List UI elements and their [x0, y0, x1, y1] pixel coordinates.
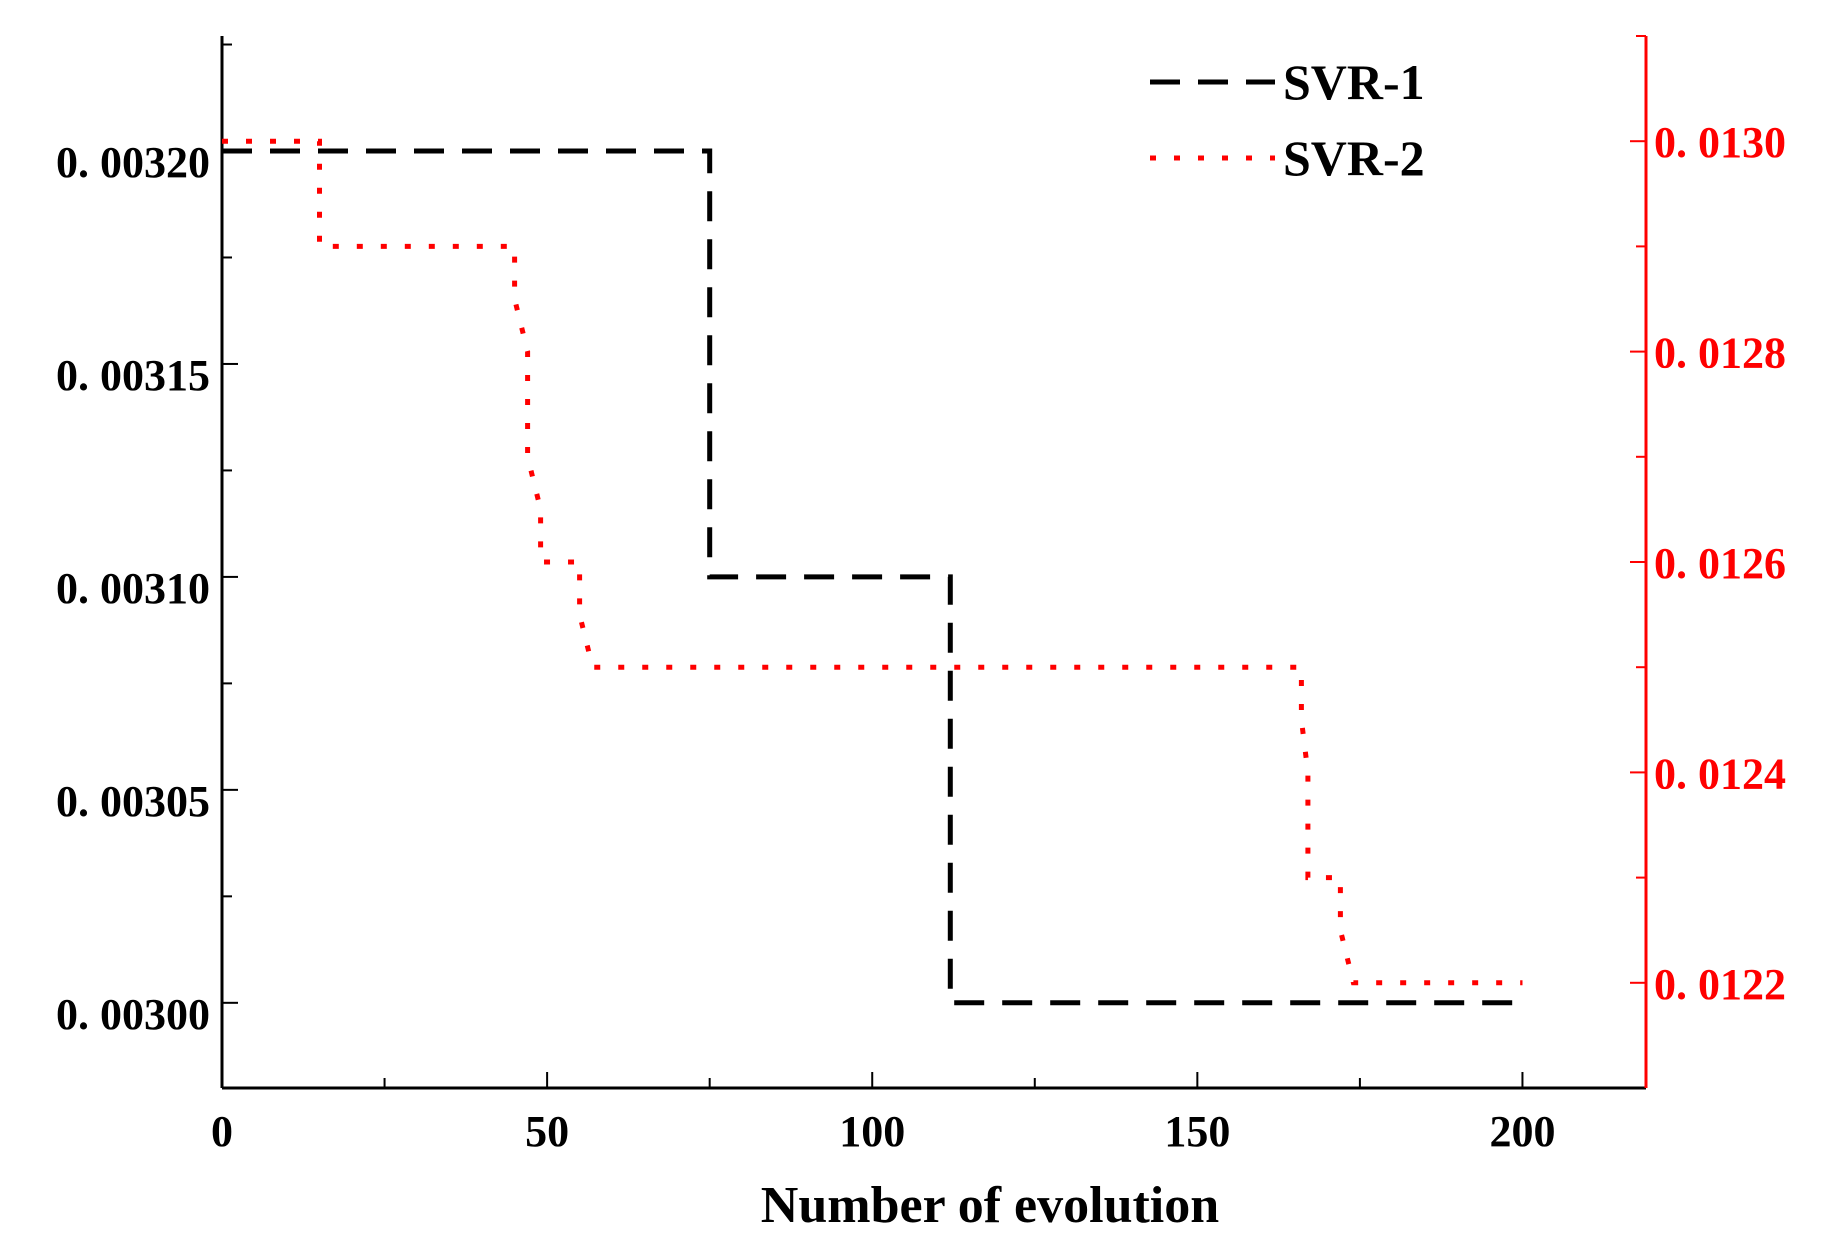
y-right-tick-label: 0. 0126 — [1654, 539, 1786, 588]
legend-label-svr-1: SVR-1 — [1283, 54, 1425, 110]
x-tick-label: 150 — [1164, 1107, 1230, 1156]
series-layer — [222, 138, 1523, 1006]
y-left-tick-label: 0. 00315 — [56, 351, 210, 400]
x-axis-title: Number of evolution — [761, 1177, 1219, 1234]
series-line-svr-2 — [222, 138, 1523, 986]
y-left-tick-label: 0. 00300 — [56, 990, 210, 1039]
legend-label-svr-2: SVR-2 — [1283, 130, 1425, 186]
series-line-svr-1 — [222, 148, 1523, 1006]
x-tick-label: 0 — [211, 1107, 233, 1156]
x-tick-label: 100 — [839, 1107, 905, 1156]
y-right-tick-label: 0. 0124 — [1654, 749, 1786, 798]
x-tick-label: 200 — [1489, 1107, 1555, 1156]
y-left-ticks: 0. 00300 0. 00305 0. 00310 0. 00315 0. 00320 — [56, 43, 238, 1039]
x-ticks: 0 50 100 150 200 — [211, 1072, 1555, 1156]
y-right-tick-label: 0. 0130 — [1654, 118, 1786, 167]
y-right-tick-label: 0. 0128 — [1654, 329, 1786, 378]
y-left-tick-label: 0. 00320 — [56, 138, 210, 187]
y-left-tick-label: 0. 00310 — [56, 564, 210, 613]
y-right-tick-label: 0. 0122 — [1654, 960, 1786, 1009]
legend: SVR-1 SVR-2 — [1150, 54, 1425, 186]
y-left-tick-label: 0. 00305 — [56, 777, 210, 826]
x-tick-label: 50 — [525, 1107, 569, 1156]
y-right-ticks: 0. 0122 0. 0124 0. 0126 0. 0128 0. 0130 — [1630, 35, 1786, 1009]
